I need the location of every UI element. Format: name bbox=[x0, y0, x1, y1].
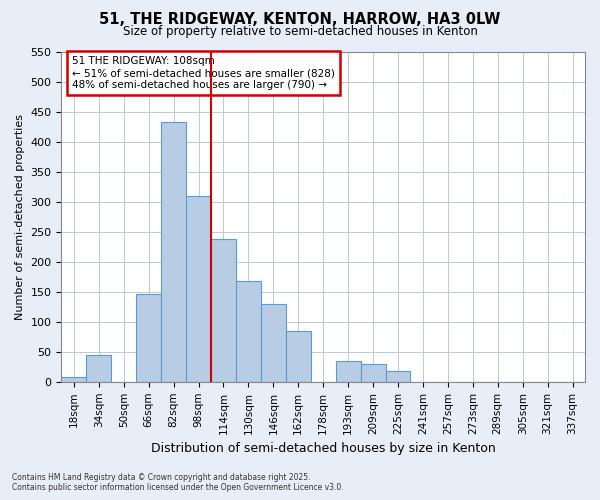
Bar bbox=[161, 122, 186, 382]
X-axis label: Distribution of semi-detached houses by size in Kenton: Distribution of semi-detached houses by … bbox=[151, 442, 496, 455]
Bar bbox=[61, 377, 86, 382]
Bar bbox=[186, 196, 211, 382]
Text: 51, THE RIDGEWAY, KENTON, HARROW, HA3 0LW: 51, THE RIDGEWAY, KENTON, HARROW, HA3 0L… bbox=[100, 12, 500, 28]
Bar bbox=[236, 281, 261, 382]
Bar bbox=[335, 361, 361, 382]
Bar bbox=[86, 355, 111, 382]
Text: Contains HM Land Registry data © Crown copyright and database right 2025.
Contai: Contains HM Land Registry data © Crown c… bbox=[12, 473, 344, 492]
Text: Size of property relative to semi-detached houses in Kenton: Size of property relative to semi-detach… bbox=[122, 25, 478, 38]
Bar bbox=[286, 331, 311, 382]
Y-axis label: Number of semi-detached properties: Number of semi-detached properties bbox=[15, 114, 25, 320]
Bar bbox=[361, 364, 386, 382]
Bar bbox=[261, 304, 286, 382]
Text: 51 THE RIDGEWAY: 108sqm
← 51% of semi-detached houses are smaller (828)
48% of s: 51 THE RIDGEWAY: 108sqm ← 51% of semi-de… bbox=[72, 56, 335, 90]
Bar bbox=[211, 240, 236, 382]
Bar bbox=[386, 371, 410, 382]
Bar bbox=[136, 294, 161, 382]
